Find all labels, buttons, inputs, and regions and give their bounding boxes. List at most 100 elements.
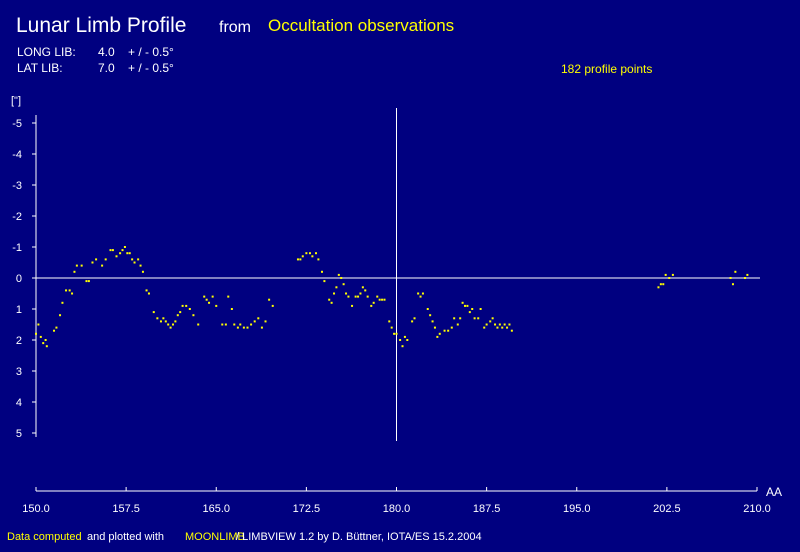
y-ticks: -5 -4 -3 -2 -1 0 1 2 3 4 5 <box>12 118 36 440</box>
profile-point <box>342 283 345 286</box>
profile-point <box>185 304 188 307</box>
profile-point <box>413 317 416 320</box>
profile-point <box>378 298 381 301</box>
profile-point <box>73 270 76 273</box>
profile-point <box>174 320 177 323</box>
profile-point <box>211 295 214 298</box>
x-tick-label: 172.5 <box>293 503 321 515</box>
profile-point <box>85 280 88 283</box>
profile-point <box>383 298 386 301</box>
profile-point <box>167 323 170 326</box>
profile-point <box>485 323 488 326</box>
lat-lib-value: 7.0 <box>98 61 115 75</box>
profile-point <box>372 301 375 304</box>
profile-point <box>131 258 134 261</box>
profile-point <box>139 264 142 267</box>
x-tick-label: 180.0 <box>383 503 411 515</box>
profile-point <box>659 283 662 286</box>
profile-point <box>55 326 58 329</box>
profile-point <box>354 295 357 298</box>
profile-point <box>657 286 660 289</box>
x-tick-label: 165.0 <box>202 503 230 515</box>
profile-point <box>461 301 464 304</box>
profile-point <box>426 308 429 310</box>
profile-point <box>361 286 364 289</box>
profile-point <box>242 326 245 329</box>
y-tick-label: -3 <box>12 180 22 192</box>
x-tick-label: 150.0 <box>22 503 50 515</box>
footer-plotted: and plotted with <box>87 531 164 543</box>
profile-point <box>388 320 391 323</box>
profile-point <box>366 295 369 298</box>
profile-point <box>479 308 482 310</box>
profile-point <box>419 295 422 298</box>
profile-point <box>39 335 42 338</box>
profile-point <box>466 304 469 307</box>
footer-program: MOONLIMB <box>185 531 245 543</box>
profile-point <box>401 345 404 348</box>
profile-point <box>421 292 424 295</box>
profile-point <box>459 317 462 320</box>
profile-point <box>188 308 191 310</box>
profile-point <box>128 252 131 255</box>
y-tick-label: 0 <box>16 273 22 285</box>
profile-point <box>477 317 480 320</box>
profile-point <box>463 304 466 307</box>
profile-point <box>239 323 242 326</box>
source-title: Occultation observations <box>268 16 454 35</box>
profile-point <box>164 320 167 323</box>
profile-point <box>357 295 360 298</box>
profile-point <box>203 295 206 298</box>
profile-point <box>506 326 509 329</box>
profile-point <box>75 264 78 267</box>
x-tick-label: 195.0 <box>563 503 591 515</box>
profile-point <box>314 252 317 255</box>
profile-point <box>731 283 734 286</box>
profile-point <box>121 249 124 252</box>
profile-point <box>399 339 402 341</box>
profile-point <box>250 323 253 326</box>
profile-point <box>473 317 476 320</box>
profile-point <box>95 258 98 261</box>
profile-point <box>109 249 112 252</box>
profile-point <box>45 345 48 348</box>
y-tick-label: 4 <box>16 397 22 409</box>
lat-lib-err: + / - 0.5° <box>128 61 174 75</box>
profile-point <box>308 252 311 255</box>
profile-point <box>104 258 107 261</box>
profile-point <box>246 326 249 329</box>
long-lib-label: LONG LIB: <box>17 45 76 59</box>
profile-point <box>264 320 267 323</box>
profile-point <box>438 332 441 335</box>
profile-point <box>208 301 211 304</box>
profile-point <box>411 320 414 323</box>
profile-point <box>429 314 432 317</box>
profile-point <box>668 277 671 279</box>
profile-point <box>101 264 104 267</box>
profile-point <box>61 301 64 304</box>
profile-point <box>503 323 506 326</box>
profile-point <box>159 320 162 323</box>
profile-point <box>236 326 239 329</box>
profile-point <box>176 314 179 317</box>
footer-computed: Data computed <box>7 531 82 543</box>
y-axis-label: ["] <box>11 95 21 107</box>
profile-point <box>491 317 494 320</box>
profile-point <box>364 289 367 292</box>
profile-point <box>501 326 504 329</box>
profile-point <box>743 277 746 279</box>
profile-point <box>340 277 343 279</box>
profile-point <box>471 308 474 310</box>
profile-point <box>729 277 732 279</box>
profile-point <box>35 332 37 335</box>
profile-point <box>301 255 304 258</box>
profile-point <box>65 289 68 292</box>
profile-point <box>87 280 90 283</box>
profile-point <box>734 270 737 273</box>
profile-point <box>197 323 200 326</box>
profile-point <box>347 295 350 298</box>
profile-point <box>119 252 122 255</box>
profile-point <box>508 323 511 326</box>
profile-point <box>494 323 497 326</box>
